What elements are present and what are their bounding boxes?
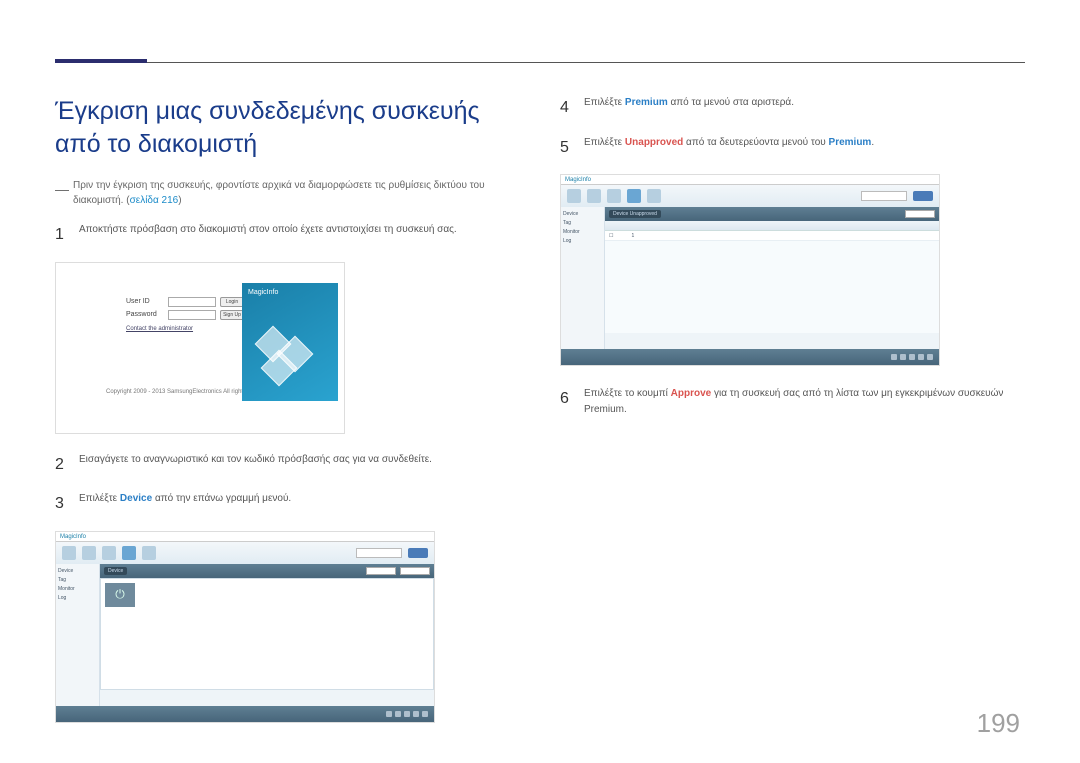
step1-text: Αποκτήστε πρόσβαση στο διακομιστή στον ο… [79, 222, 457, 248]
note-suffix: ) [178, 195, 181, 206]
screenshot-device-menu: MagicInfo Device Tag Monitor Log Device [55, 531, 435, 723]
step5-text: Επιλέξτε Unapproved από τα δευτερεύοντα … [584, 135, 874, 161]
device-keyword: Device [120, 493, 152, 504]
screenshot-login: User ID Login Password Sign Up Contact the… [55, 262, 345, 434]
step4-text: Επιλέξτε Premium από τα μενού στα αριστε… [584, 95, 794, 121]
step-number-5: 5 [560, 135, 584, 161]
step3-text: Επιλέξτε Device από την επάνω γραμμή μεν… [79, 491, 291, 517]
signup-button: Sign Up [220, 310, 244, 320]
step-number-4: 4 [560, 95, 584, 121]
step6-text: Επιλέξτε το κουμπί Approve για τη συσκευ… [584, 386, 1025, 418]
step-number-1: 1 [55, 222, 79, 248]
premium-keyword: Premium [625, 97, 668, 108]
login-password-label: Password [126, 311, 164, 318]
page-number: 199 [977, 708, 1020, 739]
header-accent [55, 59, 147, 63]
page-link[interactable]: σελίδα 216 [130, 195, 179, 206]
login-userid-label: User ID [126, 298, 164, 305]
screenshot-unapproved-list: MagicInfo Device Tag Monitor Log Device … [560, 174, 940, 366]
unapproved-keyword: Unapproved [625, 137, 683, 148]
step-number-6: 6 [560, 386, 584, 418]
login-button: Login [220, 297, 244, 307]
step-number-3: 3 [55, 491, 79, 517]
login-brand: MagicInfo [242, 283, 338, 302]
step2-text: Εισαγάγετε το αναγνωριστικό και τον κωδι… [79, 452, 432, 478]
contact-admin-link: Contact the administrator [126, 326, 246, 332]
page-title: Έγκριση μιας συνδεδεμένης συσκευής από τ… [55, 95, 520, 160]
device-thumbnail: ⏻ [105, 583, 135, 607]
approve-keyword: Approve [671, 388, 712, 399]
step-number-2: 2 [55, 452, 79, 478]
intro-note: ― Πριν την έγκριση της συσκευής, φροντίσ… [55, 178, 520, 208]
